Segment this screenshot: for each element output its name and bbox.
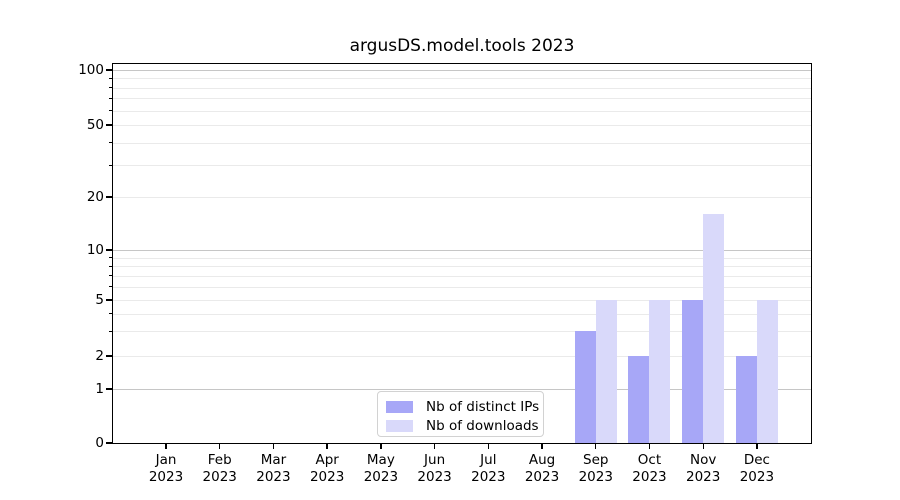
- x-tick-mark-mar: [272, 443, 275, 449]
- y-tick-mark-2: [106, 355, 113, 357]
- gridline-y-80: [113, 87, 811, 89]
- bars-layer: [113, 64, 811, 443]
- bar-dec-downloads: [756, 300, 778, 443]
- x-tick-mark-apr: [326, 443, 328, 449]
- x-tick-label-sep: Sep 2023: [578, 452, 613, 485]
- gridline-y-4: [113, 313, 811, 315]
- y-tick-label-20: 20: [86, 189, 104, 205]
- legend-entry-distinct-ips: Nb of distinct IPs: [386, 399, 543, 415]
- bar-oct-downloads: [649, 300, 671, 443]
- y-minor-tick-mark-9: [109, 257, 113, 259]
- y-minor-tick-mark-4: [109, 313, 113, 315]
- legend-label-distinct-ips: Nb of distinct IPs: [426, 399, 540, 415]
- y-minor-tick-mark-3: [109, 330, 113, 332]
- y-tick-label-1: 1: [95, 381, 104, 397]
- y-tick-mark-100: [106, 69, 113, 71]
- plot-area: [112, 63, 812, 444]
- x-tick-mark-jan: [165, 443, 167, 449]
- chart-title: argusDS.model.tools 2023: [349, 36, 575, 56]
- x-tick-label-jul: Jul 2023: [471, 452, 506, 485]
- bar-sep-distinct-ips: [574, 331, 596, 443]
- x-tick-label-mar: Mar 2023: [256, 452, 291, 485]
- y-tick-mark-20: [106, 196, 113, 198]
- y-tick-mark-1: [106, 388, 113, 390]
- gridline-y-50: [113, 125, 811, 126]
- y-tick-label-100: 100: [78, 62, 104, 78]
- x-tick-mark-sep: [595, 443, 597, 449]
- bar-nov-downloads: [703, 214, 725, 443]
- legend-label-downloads: Nb of downloads: [426, 418, 539, 434]
- bar-dec-distinct-ips: [735, 356, 757, 443]
- y-minor-tick-mark-80: [109, 87, 113, 89]
- bar-nov-distinct-ips: [682, 300, 704, 443]
- gridline-y-20: [113, 197, 811, 198]
- gridline-y-6: [113, 286, 811, 288]
- legend: Nb of distinct IPs Nb of downloads: [377, 391, 544, 437]
- gridline-y-5: [113, 300, 811, 301]
- x-tick-mark-oct: [648, 443, 651, 449]
- x-tick-label-aug: Aug 2023: [524, 452, 560, 485]
- x-tick-mark-jul: [487, 443, 489, 449]
- y-tick-label-5: 5: [95, 292, 104, 308]
- x-tick-label-nov: Nov 2023: [686, 452, 721, 485]
- x-tick-mark-jun: [433, 443, 436, 449]
- gridline-y-3: [113, 331, 811, 333]
- gridline-y-10: [113, 250, 811, 251]
- x-tick-mark-feb: [219, 443, 221, 449]
- y-minor-tick-mark-90: [109, 77, 113, 79]
- gridline-y-8: [113, 266, 811, 268]
- bar-sep-downloads: [595, 300, 617, 443]
- y-tick-label-2: 2: [95, 348, 104, 364]
- gridline-y-7: [113, 275, 811, 277]
- gridline-y-70: [113, 98, 811, 100]
- gridline-y-9: [113, 257, 811, 259]
- legend-swatch-distinct-ips: [386, 401, 413, 413]
- bar-oct-distinct-ips: [628, 356, 650, 443]
- gridline-y-2: [113, 356, 811, 357]
- y-tick-label-50: 50: [86, 117, 104, 133]
- x-tick-label-jun: Jun 2023: [417, 452, 452, 485]
- y-minor-tick-mark-70: [109, 97, 113, 99]
- x-tick-label-oct: Oct 2023: [632, 452, 667, 485]
- y-minor-tick-mark-60: [109, 110, 113, 112]
- y-tick-mark-5: [106, 299, 113, 301]
- gridline-y-1: [113, 389, 811, 390]
- gridline-y-100: [113, 70, 811, 71]
- grid-layer: [113, 64, 811, 443]
- legend-swatch-downloads: [386, 420, 413, 432]
- gridline-y-30: [113, 165, 811, 167]
- legend-entry-downloads: Nb of downloads: [386, 418, 543, 434]
- gridline-y-40: [113, 142, 811, 144]
- y-minor-tick-mark-40: [109, 142, 113, 144]
- x-tick-mark-nov: [702, 443, 704, 449]
- x-tick-mark-aug: [541, 443, 543, 449]
- y-minor-tick-mark-6: [109, 286, 113, 288]
- y-tick-label-10: 10: [86, 242, 104, 258]
- y-tick-mark-10: [106, 249, 113, 251]
- x-tick-mark-dec: [756, 443, 758, 449]
- y-tick-mark-0: [106, 442, 113, 444]
- y-minor-tick-mark-8: [109, 265, 113, 267]
- y-minor-tick-mark-30: [109, 164, 113, 166]
- x-tick-label-dec: Dec 2023: [739, 452, 775, 485]
- y-tick-mark-50: [106, 124, 113, 126]
- x-tick-label-feb: Feb 2023: [202, 452, 237, 485]
- gridline-y-60: [113, 110, 811, 112]
- x-tick-label-apr: Apr 2023: [309, 452, 345, 485]
- y-tick-label-0: 0: [95, 435, 104, 451]
- x-tick-label-may: May 2023: [363, 452, 399, 485]
- x-tick-label-jan: Jan 2023: [148, 452, 184, 485]
- x-tick-mark-may: [380, 443, 382, 449]
- y-minor-tick-mark-7: [109, 275, 113, 277]
- gridline-y-90: [113, 78, 811, 80]
